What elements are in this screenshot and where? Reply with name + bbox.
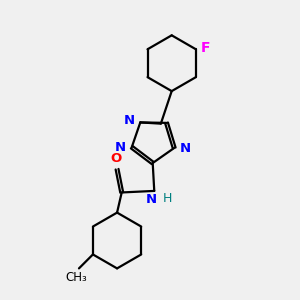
Text: O: O xyxy=(110,152,121,166)
Text: N: N xyxy=(180,142,191,155)
Text: N: N xyxy=(146,194,157,206)
Text: N: N xyxy=(115,141,126,154)
Text: F: F xyxy=(201,41,211,55)
Text: CH₃: CH₃ xyxy=(66,271,87,284)
Text: H: H xyxy=(163,193,172,206)
Text: N: N xyxy=(124,114,135,127)
